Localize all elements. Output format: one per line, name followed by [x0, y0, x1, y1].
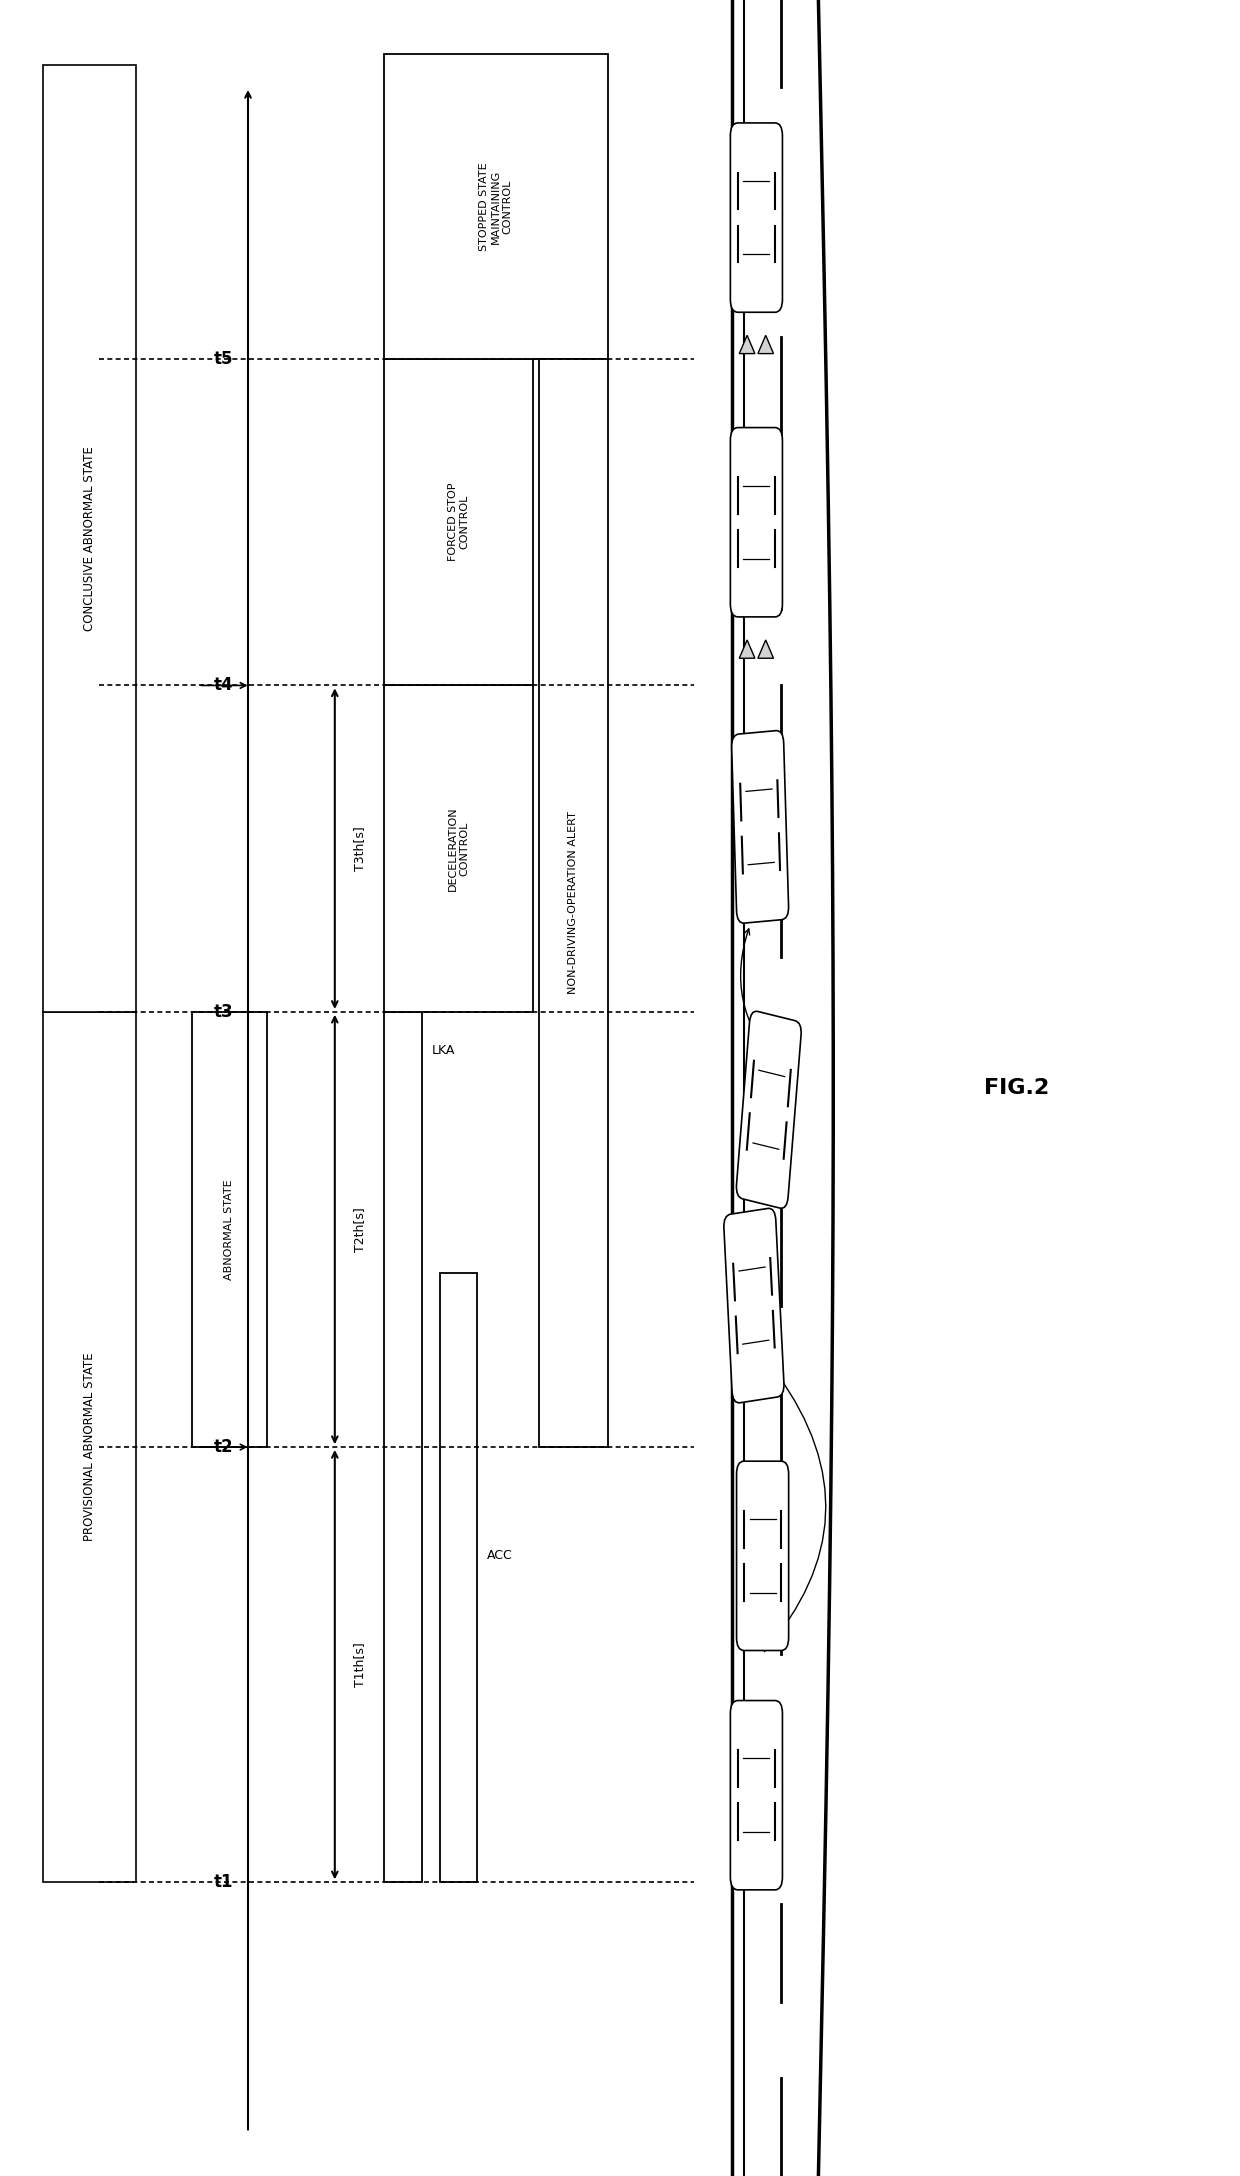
Text: t4: t4 [213, 677, 233, 694]
Text: LKA: LKA [432, 1044, 455, 1058]
Text: ACC: ACC [487, 1549, 513, 1562]
Bar [43, 65, 136, 1012]
FancyBboxPatch shape [724, 1208, 784, 1404]
Text: t2: t2 [213, 1438, 233, 1456]
Text: ABNORMAL STATE: ABNORMAL STATE [224, 1179, 234, 1279]
Text: PROVISIONAL ABNORMAL STATE: PROVISIONAL ABNORMAL STATE [83, 1353, 97, 1541]
FancyBboxPatch shape [730, 1702, 782, 1889]
Bar [384, 685, 533, 1012]
Text: T1th[s]: T1th[s] [353, 1643, 366, 1686]
Text: t3: t3 [213, 1003, 233, 1021]
Text: STOPPED STATE
MAINTAINING
CONTROL: STOPPED STATE MAINTAINING CONTROL [480, 163, 512, 250]
Polygon shape [758, 640, 774, 657]
Text: CONCLUSIVE ABNORMAL STATE: CONCLUSIVE ABNORMAL STATE [83, 446, 97, 631]
Bar [384, 359, 533, 685]
Bar [384, 1012, 422, 1882]
Text: DECELERATION
CONTROL: DECELERATION CONTROL [448, 807, 470, 890]
Text: T2th[s]: T2th[s] [353, 1208, 366, 1251]
Text: t5: t5 [213, 350, 233, 368]
FancyBboxPatch shape [732, 731, 789, 923]
Text: FIG.2: FIG.2 [985, 1077, 1049, 1099]
Text: t1: t1 [213, 1874, 233, 1891]
FancyBboxPatch shape [737, 1012, 801, 1208]
Polygon shape [739, 640, 755, 657]
FancyBboxPatch shape [737, 1462, 789, 1652]
Bar [384, 54, 608, 359]
FancyBboxPatch shape [730, 426, 782, 618]
Text: T3th[s]: T3th[s] [353, 827, 366, 870]
FancyBboxPatch shape [730, 122, 782, 311]
Text: NON-DRIVING-OPERATION ALERT: NON-DRIVING-OPERATION ALERT [568, 812, 579, 994]
Bar [539, 359, 608, 1447]
Text: FORCED STOP
CONTROL: FORCED STOP CONTROL [448, 483, 470, 561]
Bar [440, 1273, 477, 1882]
Polygon shape [739, 335, 755, 353]
Polygon shape [758, 335, 774, 353]
Bar [43, 1012, 136, 1882]
Bar [192, 1012, 267, 1447]
